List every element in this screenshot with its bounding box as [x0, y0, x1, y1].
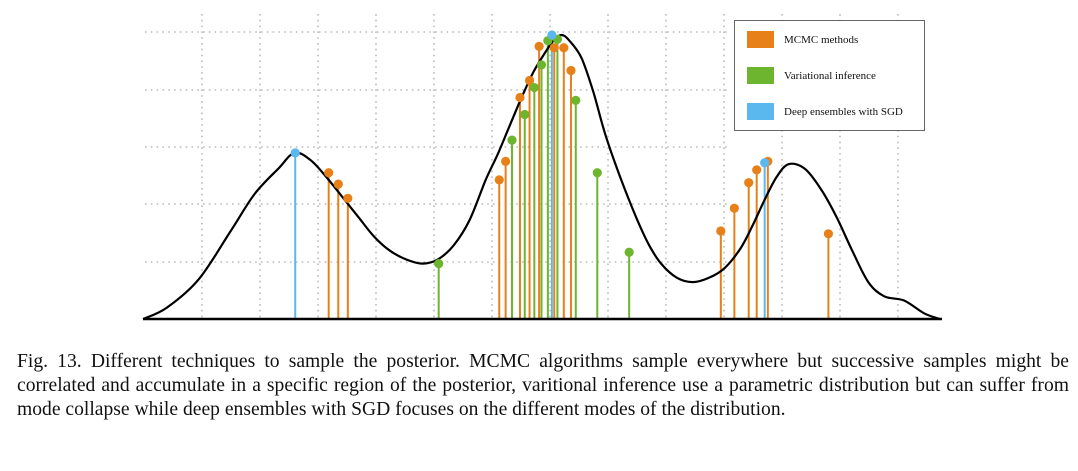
legend-label-de: Deep ensembles with SGD — [784, 105, 903, 118]
mcmc-sample-point — [752, 165, 762, 175]
grid-lines — [145, 14, 899, 318]
vi-sample-point — [520, 109, 530, 120]
mcmc-sample-point — [559, 43, 569, 53]
legend-swatch-de — [747, 103, 774, 120]
mcmc-sample-point — [534, 41, 544, 51]
vi-sample-point — [536, 60, 547, 70]
vi-sample-point — [434, 259, 444, 269]
mcmc-sample-point — [566, 65, 576, 76]
legend-label-vi: Variational inference — [784, 69, 876, 82]
figure-caption: Fig. 13. Different techniques to sample … — [17, 351, 1069, 420]
vi-sample-point — [571, 95, 581, 105]
vi-sample-point — [507, 135, 517, 145]
de-sample-point — [760, 158, 770, 168]
mcmc-sample-point — [549, 43, 559, 53]
de-sample-point — [547, 30, 557, 40]
mcmc-sample-point — [333, 179, 343, 189]
de-sample-point — [290, 148, 300, 158]
mcmc-sample-point — [324, 168, 334, 178]
mcmc-sample-point — [501, 156, 511, 166]
sample-stems — [294, 35, 830, 319]
mcmc-sample-point — [515, 92, 525, 103]
vi-sample-point — [624, 247, 634, 257]
sample-points — [290, 30, 834, 269]
legend-item-mcmc: MCMC methods — [747, 31, 858, 48]
legend-item-de: Deep ensembles with SGD — [747, 103, 903, 120]
posterior-figure — [142, 14, 942, 321]
legend-label-mcmc: MCMC methods — [784, 33, 859, 46]
legend-swatch-vi — [747, 67, 774, 84]
vi-sample-point — [592, 168, 602, 178]
mcmc-sample-point — [823, 229, 834, 239]
mcmc-sample-point — [744, 178, 754, 188]
mcmc-sample-point — [343, 193, 353, 203]
mcmc-sample-point — [524, 75, 535, 86]
mcmc-sample-point — [729, 203, 739, 213]
legend-swatch-mcmc — [747, 31, 774, 48]
mcmc-sample-point — [494, 175, 504, 185]
mcmc-sample-point — [716, 226, 726, 236]
posterior-density-curve — [142, 33, 941, 321]
legend-item-vi: Variational inference — [747, 67, 876, 84]
legend: MCMC methods Variational inference Deep … — [734, 20, 925, 131]
vi-sample-point — [529, 82, 539, 93]
